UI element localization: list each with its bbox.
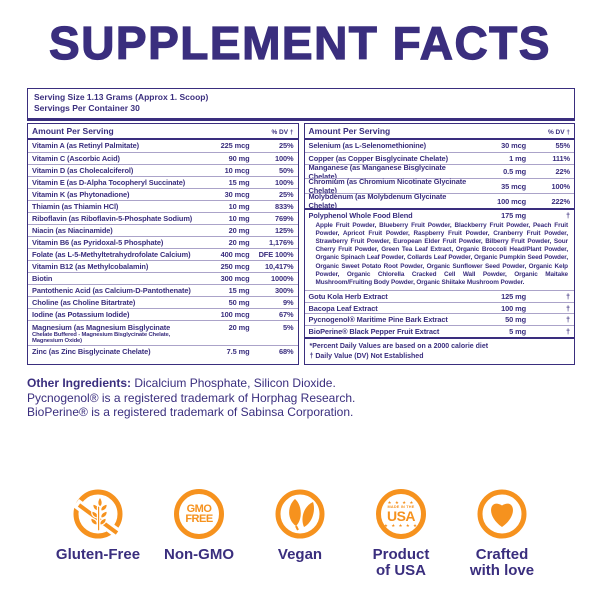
- amount-per-serving-label: Amount Per Serving: [32, 126, 114, 136]
- table-row: Vitamin D (as Cholecalciferol) 10 mcg 50%: [28, 163, 298, 176]
- stars-top: ★ ★ ★ ★: [387, 500, 415, 506]
- trademark-pycnogenol: Pycnogenol® is a registered trademark of…: [27, 390, 356, 405]
- footnotes: *Percent Daily Values are based on a 200…: [304, 337, 574, 364]
- table-row: Vitamin A (as Retinyl Palmitate) 225 mcg 2…: [32, 141, 294, 151]
- table-row: Biotin 300 mcg 1000%: [28, 271, 298, 284]
- table-row: Thiamin (as Thiamin HCl) 10 mg 833%: [28, 199, 298, 212]
- servings-per-container: Servings Per Container 30: [34, 103, 140, 113]
- table-row: Riboflavin (as Riboflavin-5-Phosphate So…: [28, 211, 298, 224]
- badge-label: Non-GMO: [164, 546, 234, 563]
- badge-gluten-free: Gluten-Free: [48, 489, 149, 579]
- table-row: Vitamin C (Ascorbic Acid) 90 mg 100%: [28, 151, 298, 164]
- blend-ingredients: Apple Fruit Powder, Blueberry Fruit Powd…: [315, 222, 569, 286]
- table-row: Vitamin K (as Phytonadione) 30 mcg 25%: [28, 187, 298, 200]
- table-row: Vitamin B6 (as Pyridoxal-5 Phosphate) 20 …: [28, 235, 298, 248]
- badge-non-gmo: GMO FREE Non-GMO: [149, 489, 250, 579]
- table-row: Niacin (as Niacinamide) 20 mg 125%: [28, 223, 298, 236]
- column-header: Amount Per Serving % DV †: [28, 124, 298, 140]
- table-row: Magnesium (as Magnesium Bisglycinate Chel…: [28, 319, 298, 345]
- serving-info: Serving Size 1.13 Grams (Approx 1. Scoop…: [27, 88, 575, 121]
- table-row: Manganese (as Manganese Bisglycinate Che…: [304, 163, 574, 181]
- badge-label: Gluten-Free: [55, 546, 141, 563]
- table-row: Chromium (as Chromium Nicotinate Glycina…: [304, 177, 574, 195]
- amount-per-serving-label: Amount Per Serving: [308, 126, 391, 136]
- gluten-free-icon: [73, 489, 123, 540]
- table-row: Selenium (as L-Selenomethionine) 30 mcg 55…: [308, 141, 571, 151]
- facts-columns: Amount Per Serving % DV † Vitamin A (as …: [27, 123, 575, 365]
- badge-label: Product: [372, 546, 430, 563]
- heart-icon: [477, 489, 527, 539]
- footnote-dv: *Percent Daily Values are based on a 200…: [309, 343, 489, 351]
- table-row: Vitamin E (as D-Alpha Tocopheryl Succina…: [28, 175, 298, 188]
- trademark-bioperine: BioPerine® is a registered trademark of …: [27, 405, 354, 420]
- table-row: Iodine (as Potassium Iodide) 100 mcg 67%: [28, 307, 298, 320]
- table-row: Molybdenum (as Molybdenum Glycinate Chel…: [304, 192, 574, 210]
- table-row: Copper (as Copper Bisglycinate Chelate) 1…: [304, 151, 574, 164]
- table-row: Vitamin B12 (as Methylcobalamin) 250 mcg 1…: [28, 259, 298, 272]
- supplement-facts-table: Serving Size 1.13 Grams (Approx 1. Scoop…: [27, 88, 575, 365]
- facts-right-column: Amount Per Serving % DV † Selenium (as L…: [303, 123, 575, 365]
- made-in-usa-icon: ★ ★ ★ ★ MADE IN THE USA ★ ★ ★ ★ ★: [376, 489, 426, 539]
- column-header: Amount Per Serving % DV †: [304, 124, 574, 140]
- table-row: Zinc (as Zinc Bisglycinate Chelate) 7.5 m…: [28, 344, 298, 357]
- badge-label-line2: of USA: [376, 562, 426, 579]
- other-ingredients: Other Ingredients: Dicalcium Phosphate, …: [27, 376, 567, 420]
- stars-bottom: ★ ★ ★ ★ ★: [383, 522, 419, 528]
- badge-label-line2: with love: [469, 562, 535, 579]
- table-row: BioPerine® Black Pepper Fruit Extract 5 m…: [304, 325, 574, 337]
- facts-left-column: Amount Per Serving % DV † Vitamin A (as …: [27, 123, 299, 365]
- badge-crafted-with-love: Crafted with love: [452, 489, 553, 579]
- serving-size: Serving Size 1.13 Grams (Approx 1. Scoop…: [34, 92, 209, 102]
- dv-label: % DV †: [271, 129, 294, 136]
- vegan-leaves-icon: [275, 489, 325, 539]
- other-ingredients-text: Dicalcium Phosphate, Silicon Dioxide.: [131, 376, 336, 390]
- badge-label: Crafted: [475, 546, 529, 563]
- footnote-dagger: † Daily Value (DV) Not Established: [309, 352, 424, 360]
- table-row: Pycnogenol® Maritime Pine Bark Extract 50…: [304, 313, 574, 325]
- badge-vegan: Vegan: [250, 489, 351, 579]
- badge-product-usa: ★ ★ ★ ★ MADE IN THE USA ★ ★ ★ ★ ★ Produc…: [351, 489, 452, 579]
- gmo-free-icon: GMO FREE: [174, 489, 224, 539]
- table-row: Gotu Kola Herb Extract 125 mg †: [304, 289, 574, 302]
- page-title: SUPPLEMENT FACTS: [48, 16, 551, 69]
- badge-label: Vegan: [277, 546, 323, 563]
- table-row: Pantothenic Acid (as Calcium-D-Pantothen…: [28, 283, 298, 296]
- table-row: Bacopa Leaf Extract 100 mg †: [304, 301, 574, 314]
- badge-row: Gluten-Free GMO FREE Non-GMO Vegan: [0, 489, 600, 579]
- table-row: Choline (as Choline Bitartrate) 50 mg 9%: [28, 295, 298, 308]
- other-ingredients-label: Other Ingredients:: [27, 376, 132, 390]
- table-row: Folate (as L-5-Methyltetrahydrofolate Ca…: [28, 247, 298, 260]
- blend-row: Polyphenol Whole Food Blend 175 mg †: [304, 208, 574, 221]
- dv-label: % DV †: [547, 129, 570, 136]
